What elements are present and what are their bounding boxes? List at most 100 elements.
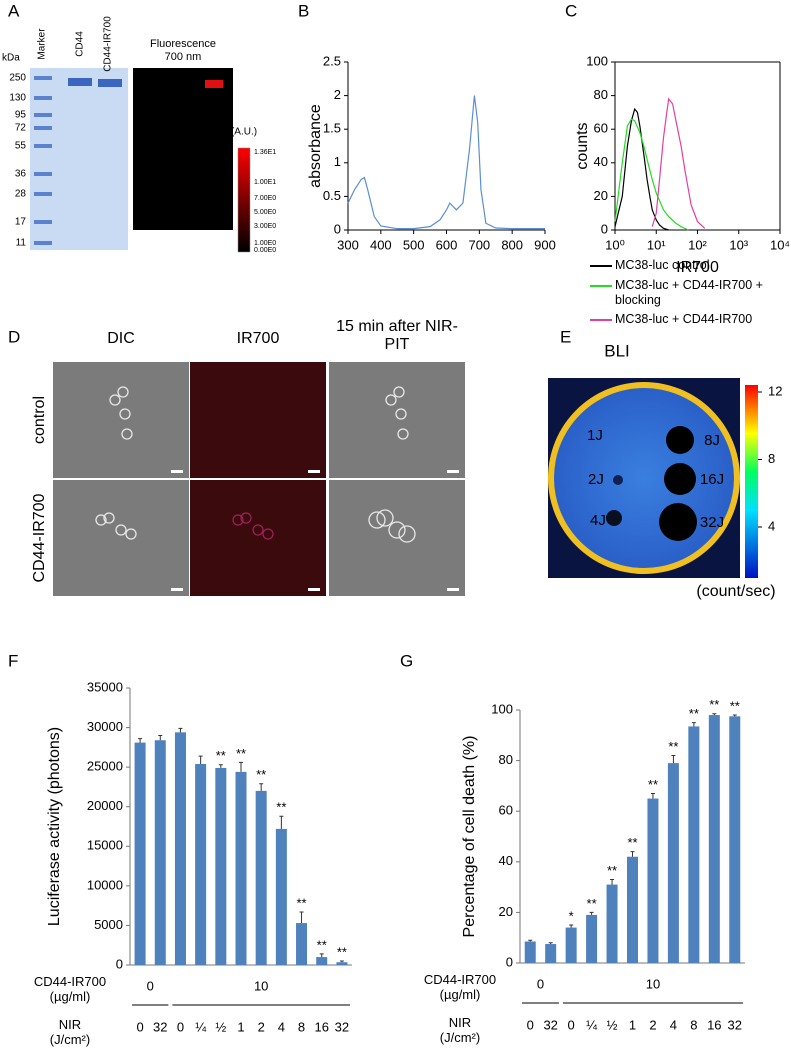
scale-bar <box>308 470 320 473</box>
fluorescence-image <box>133 68 233 230</box>
nir-label: NIR (J/cm²) <box>49 1017 91 1047</box>
y-tick-label: 1 <box>334 154 341 169</box>
significance-label: ** <box>236 746 246 761</box>
panel-letter: F <box>8 651 18 670</box>
significance-label: ** <box>216 748 226 763</box>
x-tick-label: 32 <box>153 1019 167 1034</box>
y-tick-label: 15000 <box>87 838 123 853</box>
x-tick-label: 2 <box>258 1019 265 1034</box>
x-axis-label: IR700 <box>676 259 719 276</box>
colorbar-title: (A.U.) <box>231 127 257 138</box>
marker-band <box>34 113 52 117</box>
bar <box>316 957 328 965</box>
row-label: CD44-IR700 <box>31 493 48 582</box>
x-tick-label: 16 <box>707 1017 721 1032</box>
x-tick-label: 400 <box>370 237 392 252</box>
error-bar <box>259 783 264 791</box>
bar <box>235 771 247 965</box>
cell-signal <box>232 514 244 526</box>
scale-bar <box>171 470 183 473</box>
x-tick-label: 1 <box>629 1017 636 1032</box>
micrograph <box>329 362 465 478</box>
error-bar <box>569 924 574 928</box>
x-tick-label: ½ <box>607 1017 618 1032</box>
legend-label: MC38-luc + CD44-IR700 <box>615 312 753 326</box>
significance-label: ** <box>668 739 678 754</box>
well-label: 8J <box>704 432 720 449</box>
well-label: 4J <box>590 512 606 529</box>
y-tick-label: 0 <box>601 221 608 236</box>
y-tick-label: 20 <box>594 188 608 203</box>
error-bar <box>178 727 183 733</box>
y-tick-label: 100 <box>586 53 608 68</box>
significance-label: * <box>569 908 574 923</box>
x-tick-label: ¼ <box>195 1019 206 1034</box>
error-bar <box>138 738 143 743</box>
significance-label: ** <box>337 944 347 959</box>
x-tick-label: 32 <box>728 1017 742 1032</box>
column-header: 15 min after NIR-PIT <box>336 318 458 353</box>
y-tick-label: 1.5 <box>323 121 341 136</box>
colorbar-label: 1.00E0 <box>254 240 276 247</box>
error-bar <box>548 942 553 945</box>
bar <box>174 732 186 965</box>
panel-letter: B <box>298 1 309 20</box>
y-tick-label: 30000 <box>87 719 123 734</box>
x-tick-label: 2 <box>649 1017 656 1032</box>
y-tick-label: 5000 <box>94 917 123 932</box>
marker-band <box>34 76 52 80</box>
cell <box>117 386 129 398</box>
bar <box>627 856 638 963</box>
bli-title: BLI <box>604 341 630 360</box>
x-tick-label: 32 <box>543 1017 557 1032</box>
x-tick-label: 8 <box>298 1019 305 1034</box>
y-tick-label: 20000 <box>87 798 123 813</box>
marker-band <box>34 192 52 196</box>
error-bar <box>589 911 594 915</box>
y-tick-label: 0 <box>116 956 123 971</box>
error-bar <box>339 960 344 963</box>
bar <box>524 941 536 963</box>
gel-band <box>68 78 92 86</box>
cell <box>368 511 386 529</box>
error-bar <box>630 851 635 857</box>
marker-size: 36 <box>15 169 27 180</box>
x-tick-label: 10² <box>688 237 707 252</box>
error-bar <box>691 722 696 727</box>
colorbar-label: 5.00E0 <box>254 209 276 216</box>
colorbar-tick-label: 8 <box>768 451 775 466</box>
x-tick-label: ½ <box>215 1019 226 1034</box>
error-bar <box>299 911 304 924</box>
significance-label: ** <box>256 767 266 782</box>
cell <box>125 528 137 540</box>
x-tick-label: 1 <box>237 1019 244 1034</box>
x-tick-label: 4 <box>278 1019 285 1034</box>
cell <box>385 394 397 406</box>
y-tick-label: 0 <box>334 221 341 236</box>
marker-band <box>34 241 52 245</box>
y-axis-label: Percentage of cell death (%) <box>461 736 478 938</box>
bar <box>586 914 598 963</box>
x-tick-label: 700 <box>468 237 490 252</box>
dose-group-label: 0 <box>147 978 154 993</box>
colorbar-tick-label: 12 <box>768 383 782 398</box>
bar <box>565 927 577 963</box>
micrograph <box>190 480 326 596</box>
micrograph <box>53 362 189 478</box>
error-bar <box>239 761 243 772</box>
x-tick-label: 0 <box>527 1017 534 1032</box>
x-tick-label: 800 <box>501 237 523 252</box>
marker-size: 130 <box>9 93 26 104</box>
well-label: 16J <box>700 471 724 488</box>
bar <box>647 798 659 963</box>
lane-label: CD44 <box>75 31 86 57</box>
dose-group-label: 0 <box>537 976 544 991</box>
error-bar <box>158 734 163 741</box>
error-bar <box>650 792 655 799</box>
dose-label: CD44-IR700 (µg/ml) <box>423 972 497 1002</box>
cell <box>109 394 121 406</box>
cell <box>395 408 407 420</box>
error-bar <box>671 755 676 764</box>
marker-size: 250 <box>9 73 26 84</box>
